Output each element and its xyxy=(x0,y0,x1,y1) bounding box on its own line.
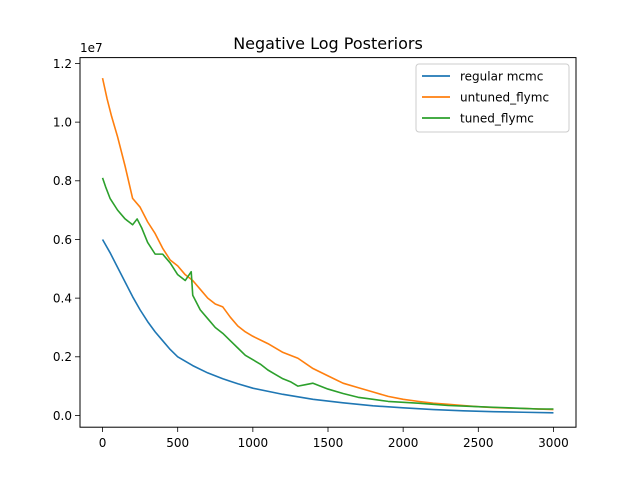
y-tick-label: 1.0 xyxy=(53,115,72,129)
legend-label: untuned_flymc xyxy=(460,91,549,105)
x-tick: 1500 xyxy=(313,427,344,450)
y-tick: 0.4 xyxy=(53,291,80,305)
x-tick: 1000 xyxy=(238,427,269,450)
x-tick-label: 3000 xyxy=(538,436,569,450)
y-tick: 0.0 xyxy=(53,409,80,423)
y-axis: 0.0 0.2 0.4 0.6 0.8 1.0 xyxy=(53,57,80,423)
y-tick: 0.8 xyxy=(53,174,80,188)
y-tick: 1.2 xyxy=(53,57,80,71)
legend-entry: untuned_flymc xyxy=(422,91,549,105)
legend-label: regular mcmc xyxy=(460,70,543,84)
legend-label: tuned_flymc xyxy=(460,112,534,126)
y-tick: 0.6 xyxy=(53,233,80,247)
legend-entry: regular mcmc xyxy=(422,70,543,84)
x-tick-label: 1000 xyxy=(238,436,269,450)
series-line-regular-mcmc xyxy=(101,239,554,414)
y-tick: 0.2 xyxy=(53,350,80,364)
y-tick: 1.0 xyxy=(53,115,80,129)
x-tick-label: 2500 xyxy=(463,436,494,450)
x-tick-label: 1500 xyxy=(313,436,344,450)
legend-entry: tuned_flymc xyxy=(422,112,534,126)
y-tick-label: 0.4 xyxy=(53,291,72,305)
legend: regular mcmc untuned_flymc tuned_flymc xyxy=(415,63,570,133)
x-tick-label: 2000 xyxy=(388,436,419,450)
y-tick-label: 0.6 xyxy=(53,233,72,247)
series-line-tuned-flymc xyxy=(101,177,554,410)
y-tick-label: 0.2 xyxy=(53,350,72,364)
chart-title: Negative Log Posteriors xyxy=(233,34,423,53)
legend-box xyxy=(415,63,570,133)
series-layer xyxy=(101,77,554,414)
y-tick-label: 1.2 xyxy=(53,57,72,71)
y-tick-label: 0.8 xyxy=(53,174,72,188)
x-tick: 2000 xyxy=(388,427,419,450)
x-tick-label: 500 xyxy=(166,436,189,450)
series-line-untuned-flymc xyxy=(101,77,554,411)
x-tick: 2500 xyxy=(463,427,494,450)
x-axis: 0 500 1000 1500 2000 2500 xyxy=(99,427,569,450)
y-scale-label: 1e7 xyxy=(80,41,103,55)
y-tick-label: 0.0 xyxy=(53,409,72,423)
x-tick-label: 0 xyxy=(99,436,107,450)
x-tick: 0 xyxy=(99,427,107,450)
x-tick: 500 xyxy=(166,427,189,450)
x-tick: 3000 xyxy=(538,427,569,450)
